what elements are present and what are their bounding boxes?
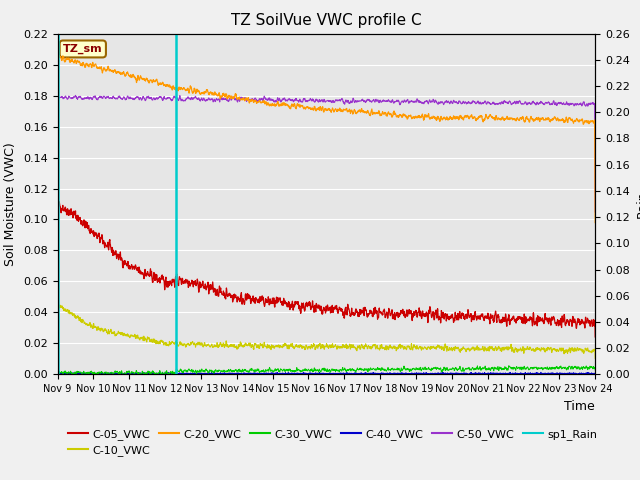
Y-axis label: Soil Moisture (VWC): Soil Moisture (VWC) [4, 142, 17, 266]
Legend: C-05_VWC, C-10_VWC, C-20_VWC, C-30_VWC, C-40_VWC, C-50_VWC, sp1_Rain: C-05_VWC, C-10_VWC, C-20_VWC, C-30_VWC, … [63, 424, 602, 460]
Text: TZ_sm: TZ_sm [63, 44, 102, 54]
Title: TZ SoilVue VWC profile C: TZ SoilVue VWC profile C [231, 13, 422, 28]
X-axis label: Time: Time [564, 400, 595, 413]
Y-axis label: Rain: Rain [636, 190, 640, 218]
